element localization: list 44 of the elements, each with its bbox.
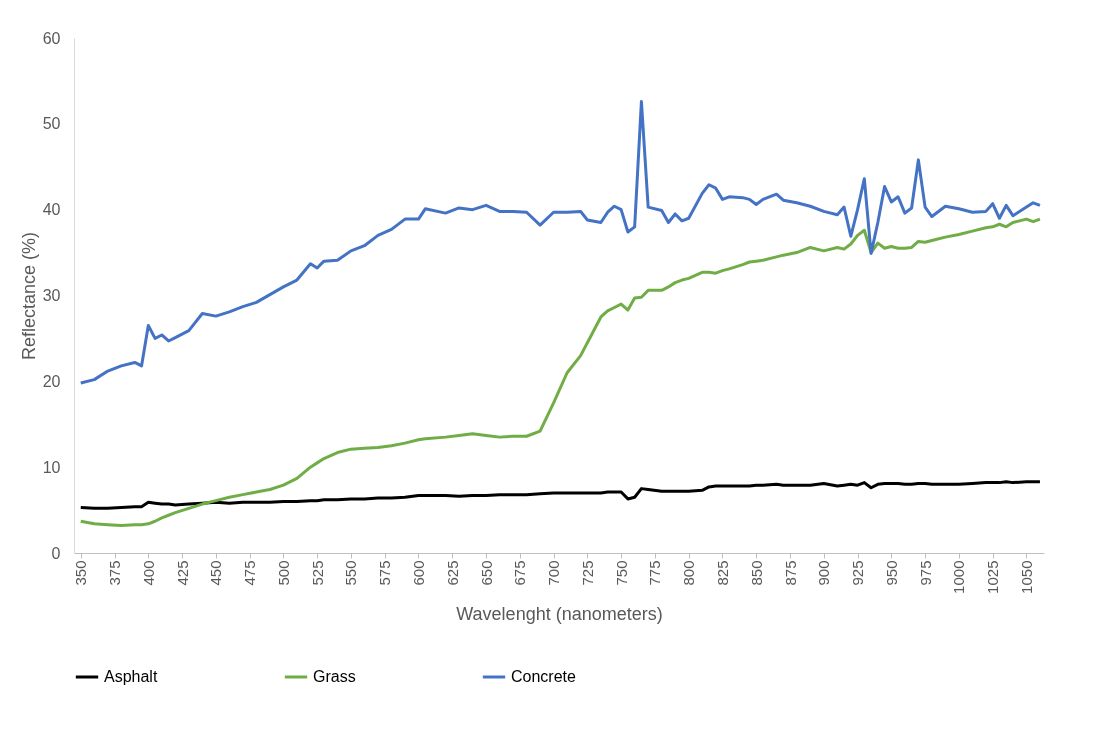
x-tick-label: 650 <box>477 560 495 586</box>
x-tick-label: 800 <box>680 560 698 586</box>
x-tick-label: 400 <box>139 560 157 586</box>
x-tick-label: 375 <box>106 560 124 586</box>
x-tick-label: 775 <box>646 560 664 586</box>
x-tick-label: 1000 <box>950 560 968 594</box>
legend-label: Asphalt <box>104 668 158 685</box>
x-tick-label: 425 <box>173 560 191 586</box>
y-tick-label: 20 <box>42 372 61 390</box>
x-tick-label: 850 <box>747 560 765 586</box>
legend-label: Grass <box>313 668 356 685</box>
y-tick-label: 50 <box>42 115 61 133</box>
y-tick-label: 40 <box>42 201 61 219</box>
line-series <box>79 217 1042 528</box>
x-tick-label: 625 <box>443 560 461 586</box>
y-axis-title: Reflectance (%) <box>18 231 39 361</box>
x-tick-label: 550 <box>342 560 360 586</box>
legend-label: Concrete <box>511 668 577 685</box>
x-tick-label: 350 <box>72 560 90 586</box>
x-tick-label: 1050 <box>1017 560 1035 594</box>
y-tick-label: 30 <box>42 287 61 304</box>
x-tick-label: 950 <box>882 560 900 586</box>
x-tick-label: 750 <box>612 560 630 586</box>
x-tick-label: 925 <box>849 560 867 586</box>
line-series <box>79 100 1042 385</box>
x-axis-title: Wavelenght (nanometers) <box>456 603 663 624</box>
x-tick-label: 825 <box>713 560 731 586</box>
x-tick-label: 500 <box>274 560 292 586</box>
y-tick-label: 10 <box>42 458 61 476</box>
line-series <box>79 480 1042 510</box>
x-tick-label: 700 <box>545 560 563 586</box>
x-tick-label: 1025 <box>984 560 1002 594</box>
x-tick-label: 975 <box>916 560 934 586</box>
x-tick-label: 450 <box>207 560 225 586</box>
y-tick-label: 60 <box>42 29 61 47</box>
x-tick-label: 600 <box>410 560 427 586</box>
x-tick-label: 525 <box>308 560 326 586</box>
x-tick-label: 900 <box>815 560 833 586</box>
y-tick-label: 0 <box>51 544 61 562</box>
x-tick-label: 575 <box>376 560 394 586</box>
x-tick-label: 875 <box>781 560 799 586</box>
x-tick-label: 675 <box>511 560 529 586</box>
x-tick-label: 725 <box>578 560 596 586</box>
x-tick-label: 475 <box>241 560 259 586</box>
